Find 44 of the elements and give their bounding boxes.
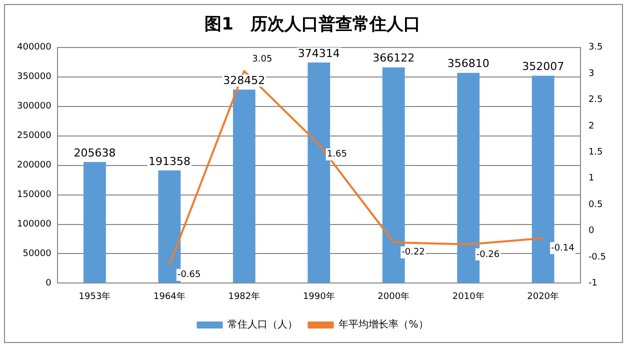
bar <box>84 162 106 283</box>
y-tick-label: 250000 <box>16 131 52 142</box>
y2-tick-label: 1 <box>588 174 594 184</box>
x-tick-label: 2020年 <box>527 290 560 302</box>
data-label: -0.26 <box>476 250 500 260</box>
y-tick-label: 350000 <box>16 72 52 82</box>
y2-tick-label: 2.5 <box>588 95 603 106</box>
y2-tick-label: -1 <box>588 278 598 289</box>
y-tick-label: 200000 <box>16 160 52 171</box>
x-tick-label: 2010年 <box>452 290 484 302</box>
legend-label: 年平均增长率（%） <box>338 318 428 331</box>
y2-tick-label: 1.5 <box>588 148 603 158</box>
x-tick-label: 2000年 <box>378 290 410 302</box>
y-tick-label: 300000 <box>16 102 52 112</box>
y2-tick-label: 2 <box>588 121 594 132</box>
data-label: -0.65 <box>177 270 201 280</box>
chart-title: 图1 历次人口普查常住人口 <box>204 14 420 35</box>
y-tick-label: 50000 <box>22 249 52 260</box>
data-label: 352007 <box>522 60 564 74</box>
y2-tick-label: 3 <box>588 68 594 79</box>
y-tick-label: 0 <box>46 278 52 289</box>
data-label: 1.65 <box>326 150 347 160</box>
x-tick-label: 1964年 <box>153 290 186 302</box>
data-label: 366122 <box>372 52 415 65</box>
data-label: -0.22 <box>402 248 425 258</box>
data-label: 191358 <box>148 154 190 168</box>
data-label: 356810 <box>447 57 490 70</box>
y2-tick-label: 0.5 <box>588 200 603 210</box>
x-tick-label: 1982年 <box>228 290 260 302</box>
x-tick-label: 1990年 <box>302 290 335 302</box>
data-label: 3.05 <box>252 54 272 64</box>
data-label: -0.14 <box>551 243 575 254</box>
bar <box>232 90 256 283</box>
y2-tick-label: 0 <box>588 226 594 236</box>
x-tick-label: 1953年 <box>78 290 111 302</box>
y-tick-label: 150000 <box>16 190 52 200</box>
data-label: 328452 <box>223 74 266 87</box>
y-tick-label: 100000 <box>16 220 52 230</box>
data-label: 374314 <box>298 46 340 60</box>
y2-tick-label: 3.5 <box>588 42 603 53</box>
y-tick-label: 400000 <box>16 42 52 53</box>
data-label: 205638 <box>74 146 116 160</box>
legend-label: 常住人口（人） <box>228 318 298 331</box>
y2-tick-label: -0.5 <box>588 252 606 262</box>
